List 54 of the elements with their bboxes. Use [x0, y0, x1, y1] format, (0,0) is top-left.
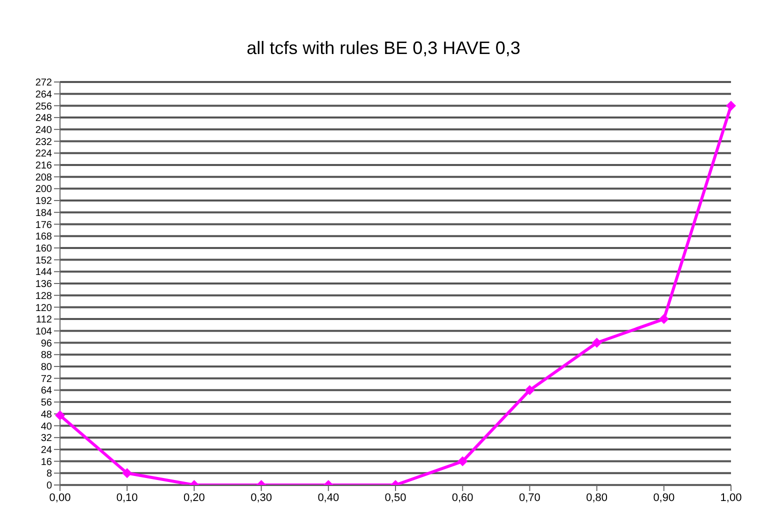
point [726, 100, 736, 111]
y-tick-label: 8 [46, 468, 52, 480]
y-tick-label: 104 [35, 326, 52, 338]
y-tick-label: 160 [35, 243, 52, 254]
y-tick-label: 24 [40, 444, 52, 456]
y-tick-label: 208 [35, 172, 52, 184]
x-tick-label: 0,50 [384, 492, 406, 504]
x-tick-label: 0,90 [653, 492, 675, 504]
point [658, 314, 669, 324]
y-tick-label: 256 [35, 101, 52, 112]
point [524, 385, 535, 396]
y-tick-label: 168 [35, 232, 52, 243]
y-tick-label: 200 [35, 184, 52, 196]
y-tick-label: 64 [40, 386, 52, 397]
x-tick-label: 0,70 [518, 492, 540, 504]
y-tick-label: 224 [35, 148, 52, 160]
y-tick-label: 192 [35, 196, 52, 208]
y-tick-label: 240 [35, 124, 52, 136]
point [458, 456, 468, 466]
x-tick-label: 1,00 [720, 492, 742, 504]
y-tick-label: 248 [35, 113, 52, 124]
y-tick-label: 16 [40, 456, 52, 468]
y-tick-label: 88 [40, 350, 52, 362]
y-tick-label: 216 [35, 160, 52, 172]
y-tick-label: 40 [40, 421, 52, 432]
y-tick-label: 32 [40, 433, 52, 444]
point [592, 338, 602, 348]
y-tick-label: 72 [40, 374, 52, 385]
y-tick-label: 120 [35, 302, 52, 314]
x-tick-label: 0,80 [586, 492, 608, 504]
x-tick-label: 0,10 [116, 492, 138, 504]
y-tick-label: 128 [35, 290, 52, 302]
y-tick-label: 144 [35, 267, 52, 278]
y-tick-label: 56 [40, 398, 52, 409]
y-tick-label: 48 [40, 409, 52, 420]
y-tick-label: 80 [40, 362, 52, 374]
x-tick-label: 0,00 [49, 492, 71, 504]
y-tick-label: 272 [35, 78, 52, 89]
y-tick-label: 184 [35, 208, 52, 219]
point [55, 410, 65, 420]
x-tick-label: 0,30 [250, 492, 272, 504]
y-tick-label: 112 [36, 314, 52, 326]
y-tick-label: 136 [35, 279, 52, 290]
y-tick-label: 0 [46, 480, 52, 492]
x-tick-label: 0,20 [183, 492, 205, 504]
y-tick-label: 152 [35, 255, 52, 266]
y-tick-label: 264 [35, 89, 52, 100]
point [122, 468, 132, 478]
chart-title: all tcfs with rules BE 0,3 HAVE 0,3 [246, 37, 522, 60]
y-tick-label: 96 [40, 338, 52, 350]
x-tick-label: 0,60 [452, 492, 474, 504]
y-tick-label: 176 [35, 220, 52, 231]
x-tick-label: 0,40 [318, 492, 340, 504]
y-tick-label: 232 [35, 136, 52, 148]
